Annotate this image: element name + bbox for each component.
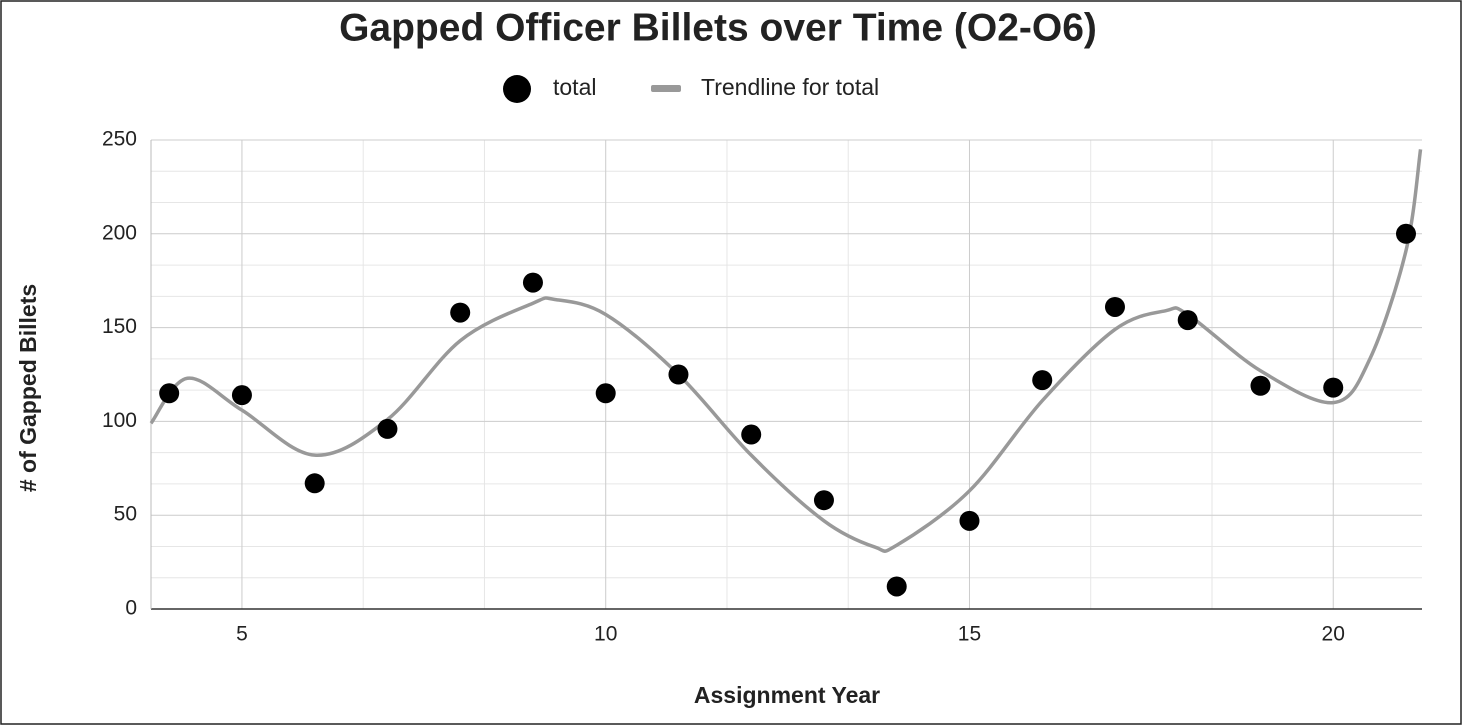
y-tick-label: 0	[125, 597, 137, 620]
point	[159, 383, 180, 404]
point	[450, 302, 471, 323]
y-tick-label: 50	[114, 503, 137, 526]
point	[1104, 296, 1125, 317]
x-tick-label: 5	[236, 623, 248, 646]
point	[595, 383, 616, 404]
legend-label: total	[553, 74, 596, 100]
legend-swatch	[503, 75, 531, 103]
point	[959, 510, 980, 531]
y-tick-label: 200	[102, 221, 137, 244]
point	[1177, 310, 1198, 331]
x-tick-label: 20	[1322, 623, 1345, 646]
y-tick-label: 100	[102, 409, 137, 432]
y-tick-label: 250	[102, 128, 137, 151]
point	[1032, 370, 1053, 391]
point	[231, 385, 252, 406]
x-tick-label: 15	[958, 623, 981, 646]
point	[1250, 375, 1271, 396]
point	[741, 424, 762, 445]
x-axis-label: Assignment Year	[694, 682, 880, 708]
chart-title: Gapped Officer Billets over Time (O2-O6)	[339, 6, 1097, 49]
y-axis-label: # of Gapped Billets	[15, 284, 41, 492]
legend-label: Trendline for total	[701, 74, 879, 100]
x-tick-label: 10	[594, 623, 617, 646]
point	[377, 418, 398, 439]
y-tick-label: 150	[102, 315, 137, 338]
point	[668, 364, 689, 385]
point	[1395, 223, 1416, 244]
point	[304, 473, 325, 494]
point	[886, 576, 907, 597]
point	[1323, 377, 1344, 398]
point	[813, 490, 834, 511]
point	[522, 272, 543, 293]
legend-swatch	[651, 85, 681, 92]
